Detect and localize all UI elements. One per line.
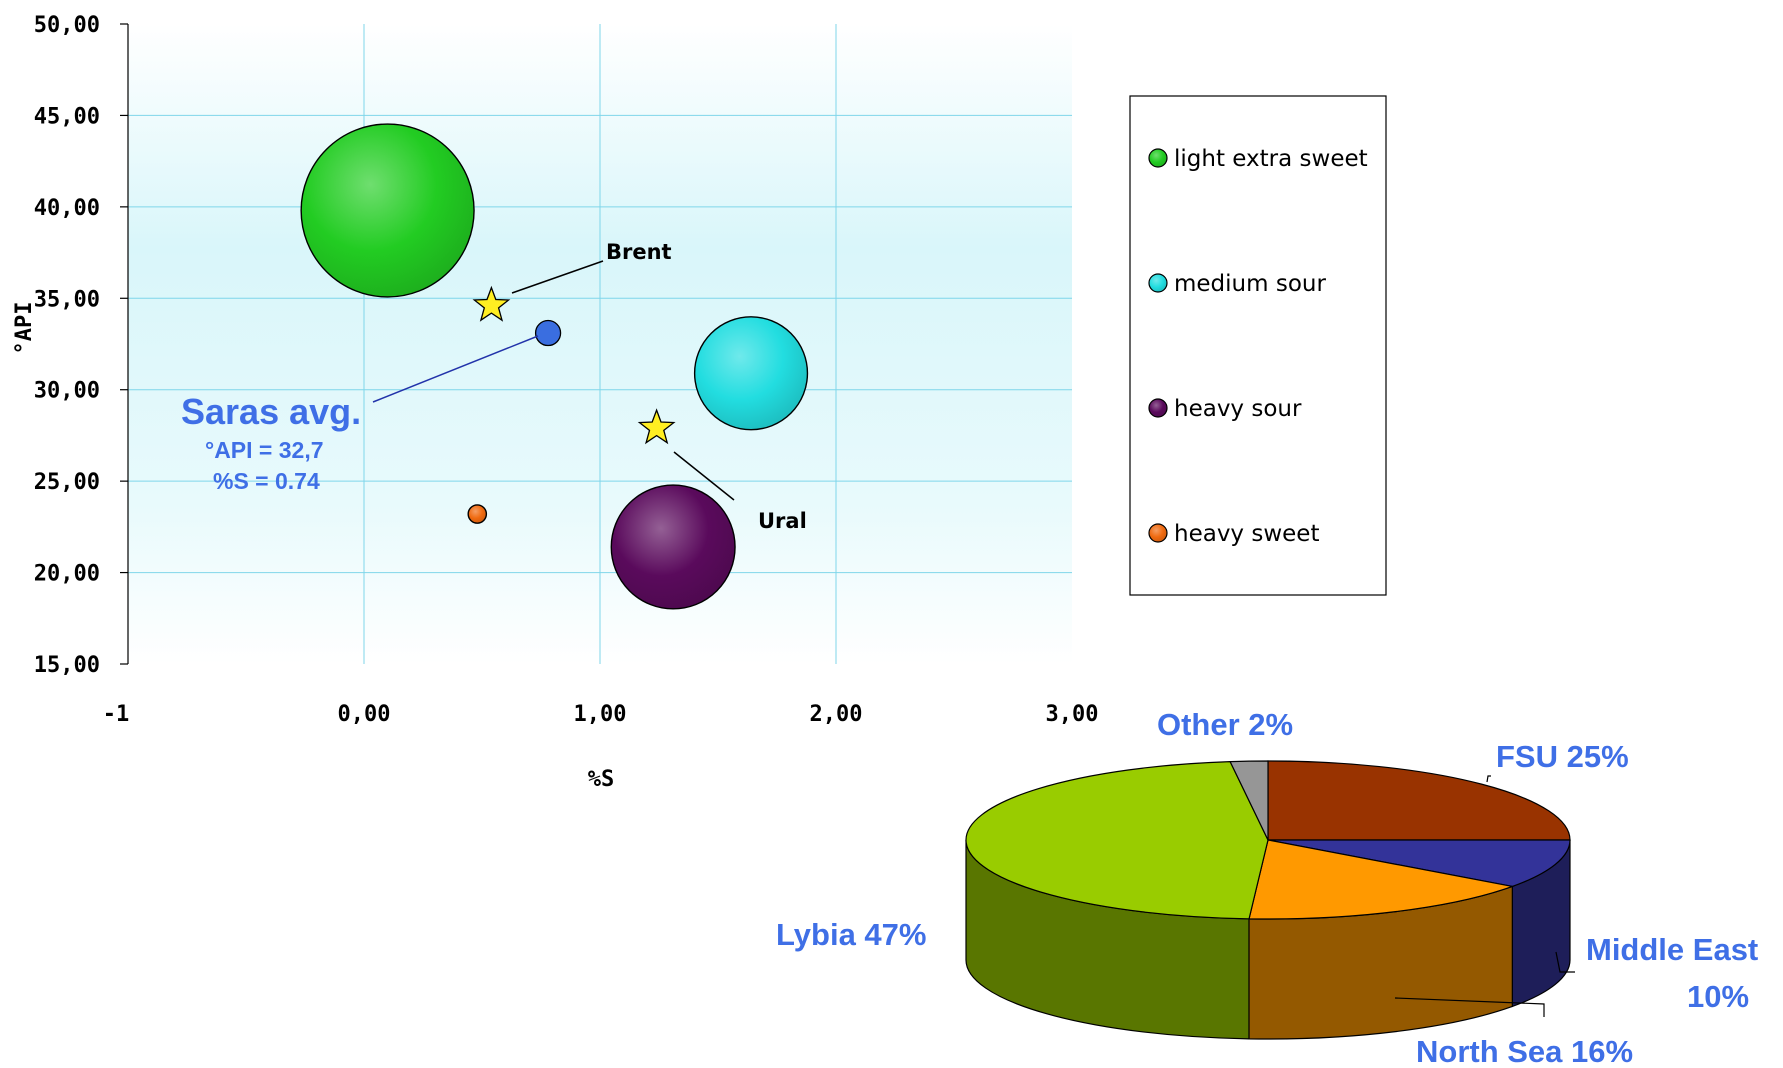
- pie-slice-middle-east: [1267, 839, 1571, 888]
- legend: light extra sweet medium sour heavy sour he…: [1129, 95, 1387, 596]
- bubble-heavy-sweet: [467, 504, 488, 524]
- star-marker-brent: [472, 285, 511, 322]
- x-tick-label: 2,00: [810, 702, 863, 727]
- pie-chart: [965, 760, 1575, 1040]
- y-tick-label: 15,00: [34, 653, 100, 678]
- pie-label-lybia: Lybia 47%: [776, 917, 926, 952]
- x-tick-label: -1: [103, 702, 130, 727]
- saras-avg-marker: [534, 319, 562, 347]
- pie-slice-north-sea: [1248, 839, 1515, 920]
- y-tick-labels: 15,00 20,00 25,00 30,00 35,00 40,00 45,00 50,00: [34, 13, 100, 678]
- y-axis-title: °API: [12, 302, 37, 355]
- pie-leader-north-sea: [1394, 997, 1545, 1017]
- axes: [120, 23, 129, 665]
- pie-leader-middle-east: [1555, 951, 1575, 973]
- x-tick-label: 3,00: [1046, 702, 1099, 727]
- ural-label: Ural: [758, 509, 807, 533]
- pie-label-middle-east-line1: Middle East: [1586, 932, 1758, 967]
- legend-entry-label: medium sour: [1174, 271, 1326, 297]
- y-tick-label: 20,00: [34, 562, 100, 587]
- bubble-chart: -1 0,00 1,00 2,00 3,00 15,00 20,00 25,00 30,00 3…: [12, 13, 1387, 792]
- pie-labels: Other 2% FSU 25% Lybia 47% Middle East 1…: [776, 707, 1758, 1068]
- y-tick-label: 35,00: [34, 287, 100, 312]
- star-marker-ural: [637, 408, 676, 445]
- pie-label-fsu: FSU 25%: [1496, 739, 1629, 774]
- legend-entry-label: light extra sweet: [1174, 146, 1368, 172]
- x-tick-label: 0,00: [338, 702, 391, 727]
- x-tick-labels: -1 0,00 1,00 2,00 3,00: [103, 702, 1099, 727]
- bubble-heavy-sour: [610, 484, 736, 610]
- brent-label: Brent: [606, 240, 672, 264]
- y-tick-label: 25,00: [34, 470, 100, 495]
- legend-entry-label: heavy sour: [1174, 396, 1302, 422]
- callouts: Brent Ural Saras avg. °API = 32,7 %S = 0…: [181, 240, 807, 533]
- legend-swatch: [1148, 148, 1168, 168]
- bubble-light-extra-sweet: [300, 123, 475, 298]
- y-tick-label: 30,00: [34, 379, 100, 404]
- legend-entry-label: heavy sweet: [1174, 521, 1319, 547]
- legend-swatch: [1148, 523, 1168, 543]
- legend-swatch: [1148, 398, 1168, 418]
- saras-avg-s: %S = 0.74: [213, 468, 320, 494]
- ural-leader-line: [673, 451, 735, 501]
- brent-leader-line: [511, 260, 604, 294]
- gridlines: [128, 24, 1072, 664]
- pie-label-north-sea: North Sea 16%: [1416, 1034, 1633, 1068]
- x-axis-title: %S: [588, 767, 615, 792]
- y-tick-label: 45,00: [34, 104, 100, 129]
- y-tick-label: 50,00: [34, 13, 100, 38]
- saras-avg-title: Saras avg.: [181, 391, 361, 432]
- legend-box: [1129, 95, 1387, 596]
- pie-slice-fsu: [1267, 760, 1571, 841]
- pie-leader-fsu: [1486, 775, 1491, 783]
- saras-avg-api: °API = 32,7: [205, 437, 324, 463]
- pie-slice-lybia: [965, 761, 1269, 920]
- saras-leader-line: [372, 335, 539, 403]
- legend-swatch: [1148, 273, 1168, 293]
- y-tick-label: 40,00: [34, 196, 100, 221]
- pie-label-other: Other 2%: [1157, 707, 1293, 742]
- bubble-series: [300, 123, 809, 610]
- x-tick-label: 1,00: [574, 702, 627, 727]
- pie-label-middle-east-line2: 10%: [1687, 979, 1749, 1014]
- pie-slice-other: [1229, 760, 1269, 841]
- bubble-medium-sour: [693, 316, 809, 431]
